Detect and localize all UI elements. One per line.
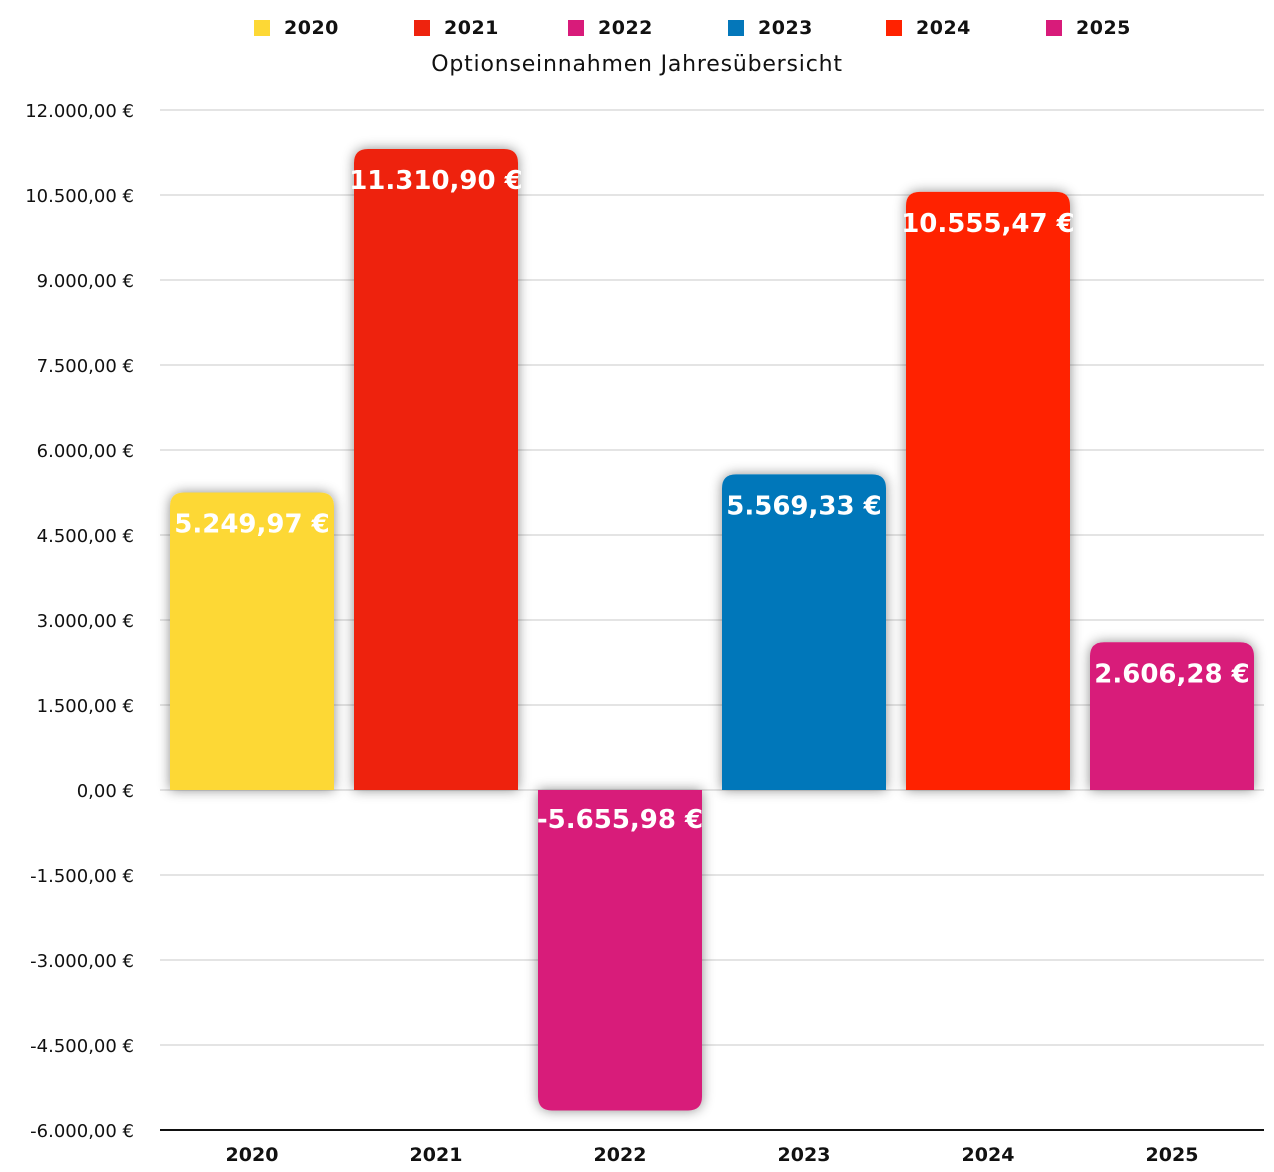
legend: 2020 2021 2022 2023 2024 2025: [0, 14, 1274, 42]
data-label: 11.310,90 €: [349, 166, 523, 196]
legend-label: 2020: [284, 17, 339, 39]
bar-2022: [538, 790, 702, 1111]
bar-2021: [354, 149, 518, 790]
legend-swatch: [568, 20, 584, 36]
y-tick-label: -6.000,00 €: [30, 1121, 134, 1142]
chart-title: Optionseinnahmen Jahresübersicht: [431, 52, 843, 77]
x-tick-label: 2024: [962, 1144, 1015, 1166]
y-tick-label: 4.500,00 €: [37, 526, 134, 547]
legend-swatch: [886, 20, 902, 36]
legend-item: 2023: [728, 14, 813, 42]
y-tick-label: -4.500,00 €: [30, 1036, 134, 1057]
legend-item: 2021: [414, 14, 499, 42]
legend-item: 2024: [886, 14, 971, 42]
x-tick-label: 2020: [226, 1144, 279, 1166]
data-label: 10.555,47 €: [901, 209, 1075, 239]
legend-swatch: [728, 20, 744, 36]
y-tick-label: 9.000,00 €: [37, 271, 134, 292]
y-tick-label: 6.000,00 €: [37, 441, 134, 462]
x-tick-label: 2022: [594, 1144, 647, 1166]
legend-label: 2025: [1076, 17, 1131, 39]
y-tick-label: 12.000,00 €: [25, 101, 134, 122]
y-tick-label: 3.000,00 €: [37, 611, 134, 632]
legend-item: 2022: [568, 14, 653, 42]
legend-label: 2021: [444, 17, 499, 39]
legend-item: 2025: [1046, 14, 1131, 42]
legend-label: 2024: [916, 17, 971, 39]
y-tick-label: 7.500,00 €: [37, 356, 134, 377]
data-label: 5.249,97 €: [174, 510, 329, 540]
data-label: 2.606,28 €: [1094, 659, 1249, 689]
data-label: 5.569,33 €: [726, 491, 881, 521]
data-label: -5.655,98 €: [537, 805, 703, 835]
legend-swatch: [254, 20, 270, 36]
y-tick-label: -1.500,00 €: [30, 866, 134, 887]
y-tick-label: -3.000,00 €: [30, 951, 134, 972]
bar-2024: [906, 191, 1070, 791]
legend-item: 2020: [254, 14, 339, 42]
bar-2023: [722, 474, 886, 790]
x-tick-label: 2023: [778, 1144, 831, 1166]
legend-swatch: [414, 20, 430, 36]
y-tick-label: 1.500,00 €: [37, 696, 134, 717]
x-tick-label: 2021: [410, 1144, 463, 1166]
legend-label: 2023: [758, 17, 813, 39]
legend-label: 2022: [598, 17, 653, 39]
y-tick-label: 0,00 €: [77, 781, 134, 802]
x-tick-label: 2025: [1146, 1144, 1199, 1166]
bar-2020: [170, 492, 334, 790]
y-tick-label: 10.500,00 €: [25, 186, 134, 207]
bar-2025: [1090, 642, 1254, 790]
legend-swatch: [1046, 20, 1062, 36]
